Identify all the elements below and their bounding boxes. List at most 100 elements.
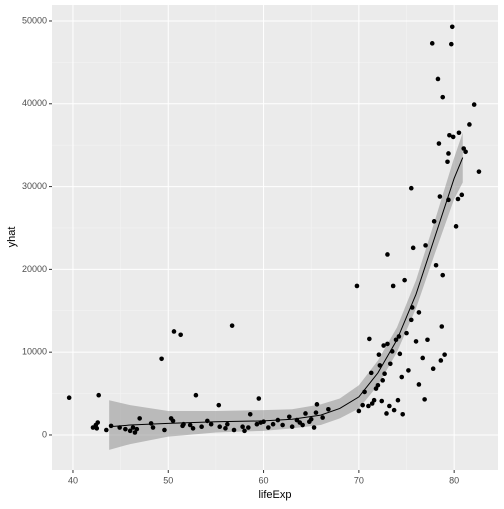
point <box>159 356 164 362</box>
point <box>447 132 452 138</box>
point <box>162 427 167 433</box>
point <box>171 329 177 334</box>
point <box>286 414 292 420</box>
point <box>380 378 385 383</box>
y-tick-label: 40000 <box>22 98 47 108</box>
point <box>225 421 230 427</box>
point <box>187 422 193 428</box>
point <box>384 411 389 416</box>
point <box>148 421 154 426</box>
point <box>266 425 271 430</box>
point <box>476 169 482 174</box>
point <box>430 366 436 372</box>
point <box>463 149 468 155</box>
point <box>170 418 176 424</box>
point <box>467 122 472 127</box>
point <box>397 351 403 357</box>
point <box>130 425 136 430</box>
point <box>385 341 390 347</box>
point <box>456 130 462 136</box>
point <box>422 397 427 402</box>
point <box>408 317 414 323</box>
point <box>326 407 331 412</box>
point <box>450 134 456 140</box>
point <box>150 425 156 430</box>
point <box>178 332 183 338</box>
point <box>387 403 392 409</box>
point <box>375 382 381 388</box>
point <box>416 310 422 315</box>
point <box>381 343 386 348</box>
x-tick-label: 50 <box>163 475 173 485</box>
point <box>388 361 393 367</box>
point <box>94 426 100 431</box>
point <box>96 392 101 398</box>
point <box>217 424 223 429</box>
point <box>406 368 411 373</box>
point <box>438 358 444 363</box>
point <box>436 141 442 146</box>
point <box>440 94 446 100</box>
point <box>395 397 401 403</box>
point <box>453 224 459 229</box>
point <box>240 424 245 429</box>
point <box>261 419 266 425</box>
point <box>371 397 377 403</box>
point <box>408 185 414 191</box>
point <box>256 396 262 401</box>
point <box>402 277 407 283</box>
point <box>308 416 314 422</box>
x-tick-label: 70 <box>354 475 364 485</box>
point <box>360 402 365 408</box>
point <box>382 371 387 377</box>
point <box>66 395 72 401</box>
point <box>449 24 455 30</box>
point <box>231 427 237 433</box>
x-tick-label: 60 <box>259 475 269 485</box>
point <box>435 76 441 82</box>
point <box>455 196 461 202</box>
point <box>429 41 435 46</box>
point <box>303 411 308 416</box>
point <box>311 425 317 430</box>
point <box>433 262 439 268</box>
point <box>442 352 447 357</box>
point <box>366 403 371 409</box>
point <box>400 411 406 417</box>
point <box>416 382 422 387</box>
smooth-line <box>109 157 464 428</box>
point <box>137 416 142 421</box>
y-tick-label: 50000 <box>22 15 47 25</box>
y-tick-label: 0 <box>42 429 47 439</box>
point <box>242 428 247 434</box>
point <box>199 424 204 429</box>
point <box>356 408 362 414</box>
point <box>399 374 405 380</box>
point <box>459 192 465 198</box>
x-tick-label: 80 <box>449 475 459 485</box>
point <box>471 102 477 107</box>
point <box>390 283 396 289</box>
point <box>193 392 199 398</box>
point <box>247 411 253 417</box>
panel-background <box>52 5 498 470</box>
point <box>123 426 128 432</box>
point <box>425 337 430 343</box>
point <box>313 410 319 415</box>
point <box>431 219 437 224</box>
point <box>413 339 419 344</box>
point <box>254 421 260 427</box>
point <box>289 424 295 429</box>
point <box>320 415 325 420</box>
point <box>446 151 451 156</box>
confidence-band <box>109 132 463 450</box>
point <box>104 427 109 433</box>
point <box>208 421 214 427</box>
x-tick-label: 40 <box>68 475 78 485</box>
point <box>223 426 228 431</box>
point <box>190 426 196 431</box>
point <box>440 272 446 278</box>
point <box>423 243 428 248</box>
point <box>420 355 426 361</box>
point <box>439 324 445 329</box>
